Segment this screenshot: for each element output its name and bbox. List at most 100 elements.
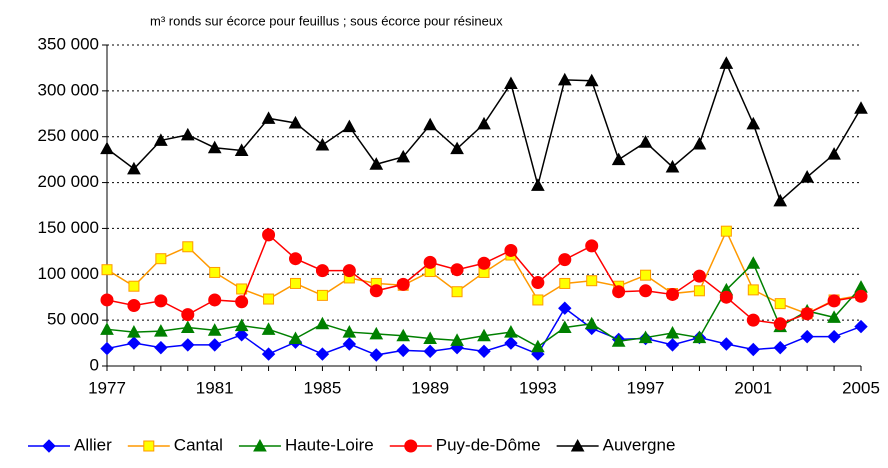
marker	[423, 331, 437, 344]
x-tick-label: 2005	[842, 378, 880, 397]
marker	[181, 338, 195, 352]
legend-label: Auvergne	[603, 435, 676, 454]
marker	[180, 127, 195, 141]
marker	[747, 284, 759, 296]
marker	[396, 328, 411, 342]
marker	[181, 308, 195, 322]
marker	[611, 334, 626, 347]
marker	[531, 276, 545, 290]
legend-label: Allier	[74, 435, 112, 454]
marker	[127, 298, 141, 312]
marker	[100, 341, 114, 356]
marker	[638, 135, 653, 148]
marker	[746, 313, 760, 327]
x-tick-label: 1997	[627, 378, 665, 397]
marker	[504, 336, 518, 350]
marker	[800, 170, 814, 183]
y-tick-label: 200 000	[38, 172, 99, 191]
marker	[315, 347, 330, 361]
marker	[127, 161, 141, 175]
marker	[100, 322, 114, 335]
marker	[558, 253, 572, 267]
marker	[719, 56, 734, 69]
marker	[288, 331, 303, 344]
marker	[342, 264, 356, 278]
marker	[342, 119, 357, 133]
marker	[369, 326, 384, 340]
marker	[450, 263, 464, 277]
marker	[570, 438, 585, 452]
marker	[207, 140, 222, 154]
marker	[234, 318, 249, 332]
marker	[531, 339, 545, 353]
marker	[692, 269, 706, 283]
y-tick-label: 250 000	[38, 126, 99, 145]
marker	[800, 329, 814, 344]
marker	[665, 325, 680, 339]
x-tick-label: 1989	[411, 378, 449, 397]
x-tick-label: 1977	[88, 378, 126, 397]
marker	[396, 277, 410, 291]
marker	[585, 239, 599, 253]
marker	[692, 137, 707, 150]
y-tick-label: 350 000	[38, 34, 99, 53]
marker	[746, 256, 761, 269]
marker	[773, 193, 788, 207]
marker	[719, 290, 733, 304]
marker	[100, 141, 114, 155]
marker	[208, 293, 222, 307]
marker	[396, 343, 410, 358]
marker	[451, 286, 463, 298]
marker	[532, 294, 544, 306]
marker	[746, 116, 761, 130]
x-tick-label: 2001	[734, 378, 772, 397]
marker	[207, 323, 222, 336]
marker	[315, 316, 330, 330]
marker	[477, 344, 491, 359]
marker	[369, 348, 383, 362]
marker	[234, 328, 249, 342]
marker	[154, 294, 168, 308]
marker	[854, 319, 868, 334]
marker	[827, 329, 841, 344]
marker	[154, 340, 168, 355]
marker	[128, 280, 140, 292]
marker	[143, 440, 155, 452]
marker	[263, 293, 275, 305]
x-tick-label: 1993	[519, 378, 557, 397]
marker	[315, 137, 330, 151]
marker	[827, 294, 841, 308]
marker	[665, 159, 680, 173]
marker	[262, 228, 276, 242]
marker	[316, 289, 328, 301]
marker	[369, 284, 383, 298]
marker	[584, 316, 599, 330]
y-tick-label: 300 000	[38, 80, 99, 99]
marker	[208, 338, 222, 352]
marker	[209, 266, 221, 278]
marker	[854, 289, 868, 303]
y-tick-label: 50 000	[47, 310, 99, 329]
marker	[234, 143, 249, 156]
marker	[693, 285, 705, 297]
marker	[100, 293, 114, 307]
marker	[557, 72, 572, 86]
marker	[261, 111, 276, 124]
marker	[261, 347, 276, 361]
legend-label: Haute-Loire	[285, 435, 374, 454]
marker	[666, 287, 679, 301]
axis-label: m³ ronds sur écorce pour feuillus ; sous…	[150, 13, 503, 28]
marker	[477, 256, 491, 270]
marker	[558, 301, 572, 315]
marker	[289, 252, 302, 266]
marker	[773, 317, 787, 331]
marker	[586, 275, 598, 287]
marker	[827, 147, 841, 160]
x-tick-label: 1981	[196, 378, 234, 397]
marker	[154, 324, 168, 337]
marker	[692, 330, 707, 344]
marker	[42, 439, 56, 453]
marker	[288, 115, 303, 129]
marker	[584, 73, 599, 87]
marker	[854, 101, 868, 114]
